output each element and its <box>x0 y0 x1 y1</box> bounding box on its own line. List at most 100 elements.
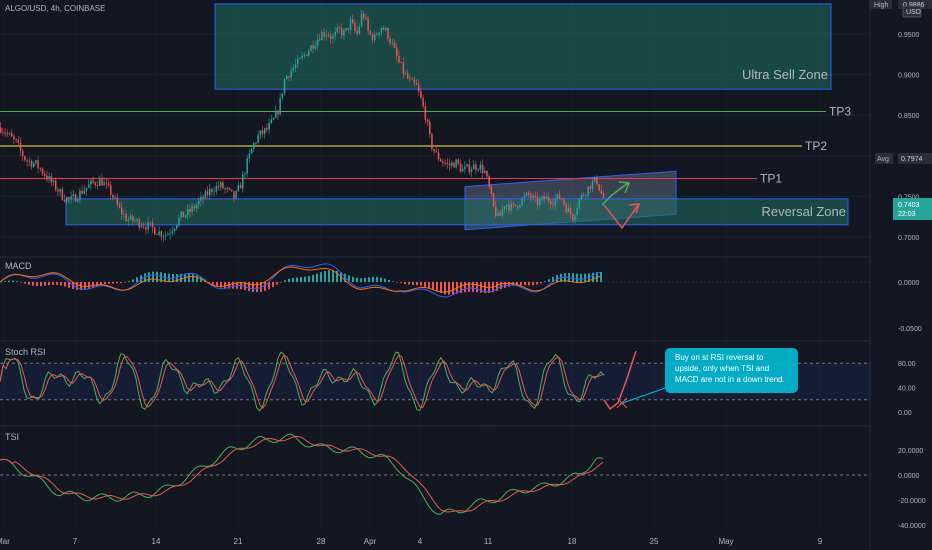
candle-body[interactable] <box>0 127 2 133</box>
candle-body[interactable] <box>473 164 475 170</box>
candle-body[interactable] <box>363 14 365 18</box>
candle-body[interactable] <box>202 196 204 199</box>
candle-body[interactable] <box>523 195 526 198</box>
candle-body[interactable] <box>145 226 147 230</box>
candle-body[interactable] <box>94 182 97 186</box>
candle-body[interactable] <box>391 42 394 44</box>
candle-body[interactable] <box>371 34 374 41</box>
stoch-projection-line[interactable] <box>603 350 637 411</box>
ultra-sell-zone[interactable] <box>214 3 832 90</box>
candle-body[interactable] <box>598 184 600 191</box>
candle-body[interactable] <box>101 178 103 186</box>
tsi-panel[interactable] <box>0 433 870 515</box>
candle-body[interactable] <box>182 211 185 218</box>
candle-body[interactable] <box>13 136 15 139</box>
candle-body[interactable] <box>189 209 191 213</box>
candle-body[interactable] <box>534 195 537 197</box>
candle-body[interactable] <box>28 161 31 162</box>
candle-body[interactable] <box>510 203 512 211</box>
candle-body[interactable] <box>541 195 543 199</box>
candle-body[interactable] <box>468 164 471 173</box>
candle-body[interactable] <box>134 220 136 222</box>
candle-body[interactable] <box>151 222 154 228</box>
candle-body[interactable] <box>345 27 347 31</box>
candle-body[interactable] <box>512 203 515 205</box>
candle-body[interactable] <box>343 30 345 36</box>
tsi-signal-line[interactable] <box>0 435 604 513</box>
stoch-k-line[interactable] <box>0 351 605 412</box>
candle-body[interactable] <box>226 188 229 189</box>
candle-body[interactable] <box>292 67 295 71</box>
candle-body[interactable] <box>169 233 171 235</box>
candle-body[interactable] <box>404 73 407 75</box>
candle-body[interactable] <box>420 90 422 98</box>
candle-body[interactable] <box>470 169 473 173</box>
candle-body[interactable] <box>543 195 545 199</box>
candle-body[interactable] <box>39 168 42 170</box>
candle-body[interactable] <box>110 185 112 195</box>
candle-body[interactable] <box>308 50 310 56</box>
candle-body[interactable] <box>360 14 363 27</box>
candle-body[interactable] <box>385 27 387 30</box>
candle-body[interactable] <box>576 207 578 216</box>
candle-body[interactable] <box>270 119 273 123</box>
candle-body[interactable] <box>352 19 354 23</box>
candle-body[interactable] <box>129 215 132 220</box>
candle-body[interactable] <box>85 187 88 191</box>
candle-body[interactable] <box>418 84 420 91</box>
candle-body[interactable] <box>479 164 482 170</box>
candle-body[interactable] <box>591 181 594 189</box>
candle-body[interactable] <box>231 189 233 192</box>
candle-body[interactable] <box>426 120 429 122</box>
candle-body[interactable] <box>402 62 405 74</box>
candle-body[interactable] <box>63 199 66 202</box>
candle-body[interactable] <box>193 206 196 209</box>
candle-body[interactable] <box>424 106 427 121</box>
candle-body[interactable] <box>437 152 440 160</box>
candle-body[interactable] <box>24 156 26 161</box>
projection-up-arrow[interactable] <box>601 182 629 206</box>
candle-body[interactable] <box>8 133 11 135</box>
candle-body[interactable] <box>26 160 28 162</box>
candle-body[interactable] <box>492 193 495 207</box>
macd-line[interactable] <box>0 263 601 298</box>
candle-body[interactable] <box>6 133 9 135</box>
candle-body[interactable] <box>213 191 215 193</box>
candle-body[interactable] <box>4 132 6 134</box>
candle-body[interactable] <box>462 169 464 172</box>
candle-body[interactable] <box>96 185 99 186</box>
candle-body[interactable] <box>341 28 343 36</box>
candle-body[interactable] <box>327 34 330 36</box>
candle-body[interactable] <box>112 194 114 198</box>
candle-body[interactable] <box>550 201 552 205</box>
candle-body[interactable] <box>15 138 17 141</box>
candle-body[interactable] <box>253 143 255 149</box>
candle-body[interactable] <box>536 196 539 205</box>
candle-body[interactable] <box>488 176 490 187</box>
candle-body[interactable] <box>268 122 270 130</box>
candle-body[interactable] <box>70 196 72 199</box>
candle-body[interactable] <box>88 184 90 188</box>
candle-body[interactable] <box>68 197 70 199</box>
candle-body[interactable] <box>52 180 55 183</box>
candle-body[interactable] <box>290 70 292 78</box>
candle-body[interactable] <box>301 55 303 58</box>
candle-body[interactable] <box>572 214 574 221</box>
candle-body[interactable] <box>118 204 121 208</box>
candle-body[interactable] <box>198 200 200 205</box>
candle-body[interactable] <box>396 47 398 56</box>
candle-body[interactable] <box>77 199 79 202</box>
candle-body[interactable] <box>59 189 61 192</box>
macd-signal-line[interactable] <box>0 266 601 293</box>
candle-body[interactable] <box>508 204 510 211</box>
candle-body[interactable] <box>477 169 479 171</box>
candle-body[interactable] <box>294 64 297 68</box>
candle-body[interactable] <box>297 58 299 65</box>
candle-body[interactable] <box>457 159 460 164</box>
candle-body[interactable] <box>556 194 559 199</box>
candle-body[interactable] <box>398 55 400 63</box>
candle-body[interactable] <box>596 177 598 185</box>
time-axis[interactable]: Mar 7 14 21 28 Apr 4 11 18 25 May 9 <box>0 537 823 546</box>
candle-body[interactable] <box>561 198 563 200</box>
